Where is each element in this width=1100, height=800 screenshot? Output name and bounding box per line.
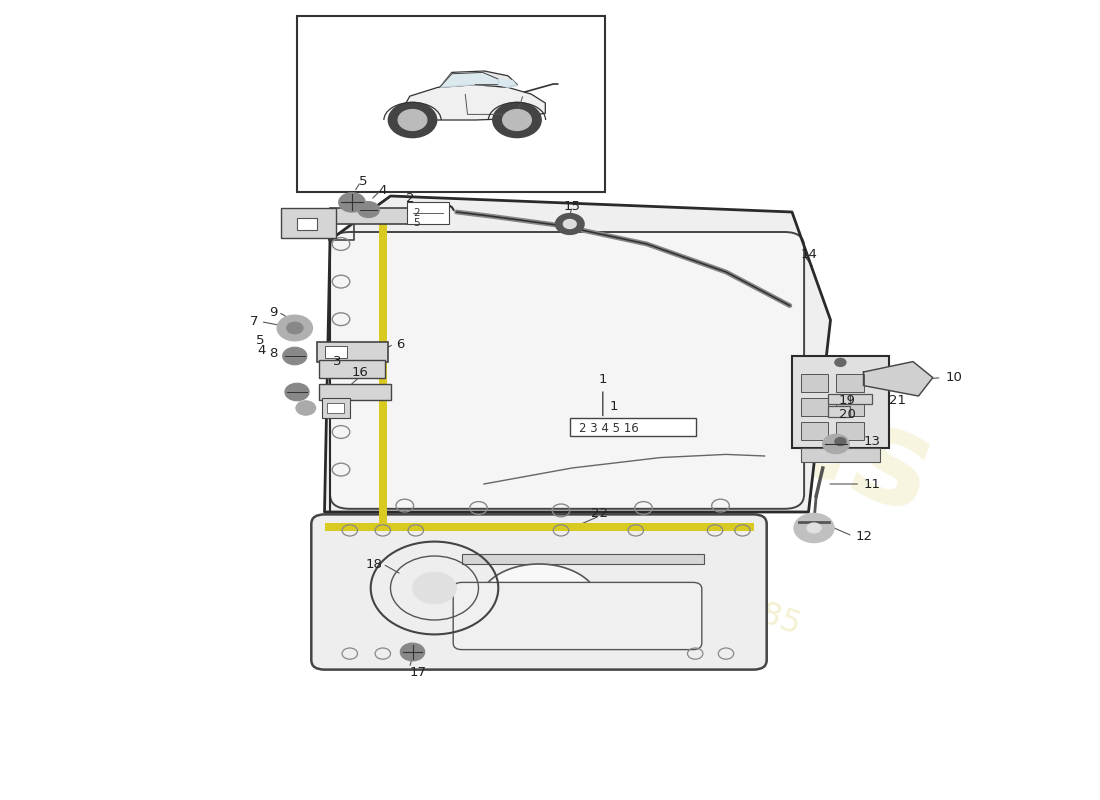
Text: 1: 1 bbox=[598, 374, 607, 416]
Text: 5: 5 bbox=[359, 175, 367, 188]
Text: 20: 20 bbox=[839, 408, 856, 421]
Circle shape bbox=[285, 383, 309, 401]
Bar bbox=[317, 342, 388, 362]
Bar bbox=[462, 554, 704, 564]
Circle shape bbox=[412, 572, 456, 604]
Ellipse shape bbox=[478, 564, 600, 644]
Bar bbox=[801, 422, 828, 440]
Text: 2: 2 bbox=[406, 192, 415, 205]
FancyBboxPatch shape bbox=[453, 582, 702, 650]
Bar bbox=[297, 218, 317, 230]
Bar bbox=[324, 523, 754, 531]
Polygon shape bbox=[864, 362, 933, 396]
Text: 11: 11 bbox=[864, 478, 880, 490]
Circle shape bbox=[493, 102, 541, 138]
Polygon shape bbox=[498, 79, 517, 87]
Circle shape bbox=[806, 522, 822, 534]
Bar bbox=[324, 346, 346, 358]
Circle shape bbox=[835, 358, 846, 366]
Circle shape bbox=[296, 401, 316, 415]
Text: 21: 21 bbox=[889, 394, 905, 406]
Text: 14: 14 bbox=[801, 248, 817, 261]
Text: 4: 4 bbox=[257, 344, 266, 357]
Text: 8: 8 bbox=[268, 347, 277, 360]
Text: a passion for parts since 1985: a passion for parts since 1985 bbox=[340, 447, 804, 641]
Text: 13: 13 bbox=[864, 435, 880, 448]
Text: 19: 19 bbox=[839, 394, 856, 406]
FancyBboxPatch shape bbox=[311, 514, 767, 670]
Text: 9: 9 bbox=[268, 306, 277, 318]
Circle shape bbox=[556, 214, 584, 234]
Bar bbox=[828, 406, 850, 417]
Bar bbox=[836, 398, 864, 416]
Text: 17: 17 bbox=[409, 666, 426, 678]
Text: 22: 22 bbox=[591, 507, 608, 520]
Text: 16: 16 bbox=[352, 366, 368, 378]
Polygon shape bbox=[400, 85, 546, 120]
Circle shape bbox=[398, 110, 427, 130]
Circle shape bbox=[794, 514, 834, 542]
Text: 6: 6 bbox=[396, 338, 405, 350]
Text: 1: 1 bbox=[609, 400, 618, 413]
Text: 3: 3 bbox=[332, 355, 341, 368]
Circle shape bbox=[503, 110, 531, 130]
Circle shape bbox=[358, 202, 379, 218]
Circle shape bbox=[339, 193, 365, 212]
Bar bbox=[319, 360, 385, 378]
Circle shape bbox=[388, 102, 437, 138]
Circle shape bbox=[277, 315, 312, 341]
Circle shape bbox=[823, 434, 849, 454]
Text: eurores: eurores bbox=[370, 226, 950, 542]
Text: 5: 5 bbox=[255, 334, 264, 346]
Bar bbox=[801, 448, 880, 462]
Text: 12: 12 bbox=[856, 530, 872, 542]
Bar bbox=[836, 374, 864, 392]
Circle shape bbox=[283, 347, 307, 365]
Bar bbox=[280, 208, 336, 238]
Polygon shape bbox=[324, 196, 830, 512]
Text: 15: 15 bbox=[563, 200, 581, 213]
Circle shape bbox=[400, 643, 425, 661]
Text: 7: 7 bbox=[250, 315, 258, 328]
Bar bbox=[322, 398, 350, 418]
Bar bbox=[801, 398, 828, 416]
Bar bbox=[379, 224, 387, 524]
Bar bbox=[836, 422, 864, 440]
Text: 2 3 4 5 16: 2 3 4 5 16 bbox=[579, 422, 638, 435]
Text: 2: 2 bbox=[414, 208, 420, 218]
FancyBboxPatch shape bbox=[330, 232, 804, 509]
Circle shape bbox=[835, 438, 846, 446]
Bar bbox=[570, 418, 696, 436]
Bar bbox=[327, 403, 344, 413]
Text: 4: 4 bbox=[378, 184, 387, 197]
Bar bbox=[828, 394, 850, 404]
Bar bbox=[330, 208, 412, 224]
Bar bbox=[792, 356, 889, 448]
Text: 10: 10 bbox=[946, 371, 962, 384]
Polygon shape bbox=[440, 71, 517, 87]
Bar bbox=[801, 374, 828, 392]
Polygon shape bbox=[440, 72, 498, 87]
Bar bbox=[297, 16, 605, 192]
Circle shape bbox=[286, 322, 304, 334]
Bar bbox=[850, 394, 872, 404]
Text: 18: 18 bbox=[366, 558, 383, 570]
Text: 5: 5 bbox=[414, 218, 420, 227]
Bar bbox=[407, 202, 449, 224]
Circle shape bbox=[563, 218, 578, 230]
Bar bbox=[319, 384, 390, 400]
